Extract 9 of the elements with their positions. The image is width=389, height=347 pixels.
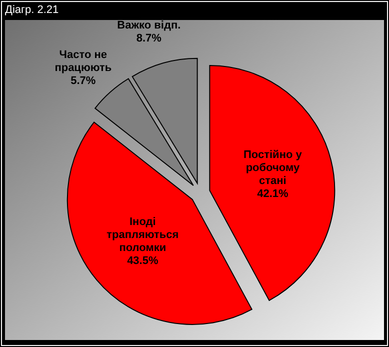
slice-label: Постійно у робочому стані (244, 148, 303, 187)
chart-title: Діагр. 2.21 (5, 4, 59, 16)
data-label: 8.7% (136, 32, 162, 45)
data-label: 43.5% (127, 254, 158, 267)
slice-label: Іноді трапляються поломки (106, 216, 179, 254)
data-label: 5.7% (70, 74, 96, 87)
data-label: 42.1% (257, 188, 289, 200)
slice-label: Часто не працюють (54, 48, 112, 74)
slice-label: Важко відп. (117, 20, 181, 32)
